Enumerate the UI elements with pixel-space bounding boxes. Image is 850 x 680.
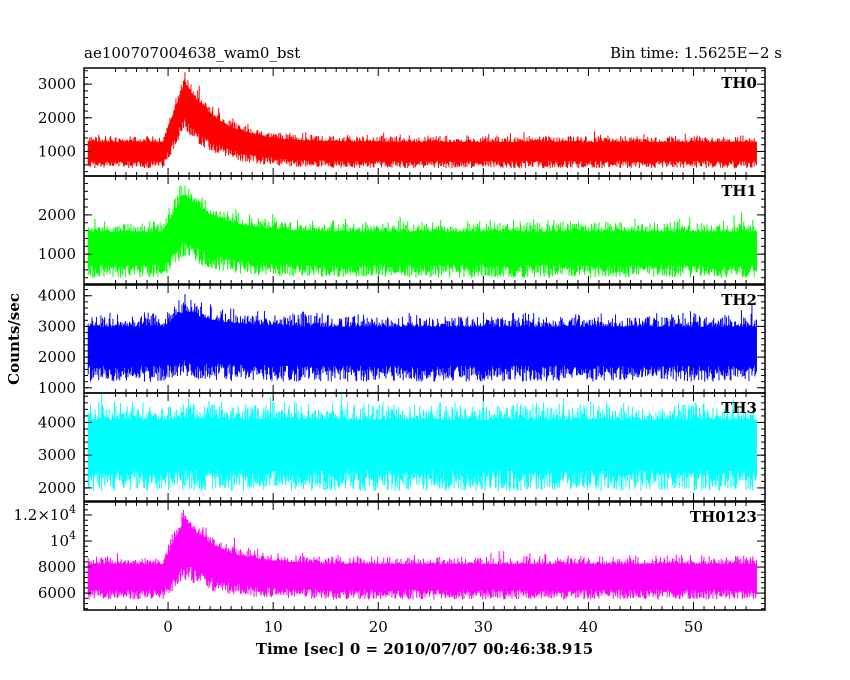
- series-th0-line: [87, 72, 757, 169]
- y-tick-label: 2000: [38, 206, 76, 224]
- x-tick-label: 30: [474, 618, 493, 636]
- y-tick-label: 3000: [38, 75, 76, 93]
- y-tick-label: 4000: [38, 287, 76, 305]
- y-tick-label: 8000: [38, 558, 76, 576]
- panel-label-th1: TH1: [721, 182, 757, 200]
- page-title: ae100707004638_wam0_bst: [84, 44, 301, 62]
- series-th1-line: [87, 185, 757, 278]
- series-th0123-line: [87, 509, 757, 600]
- panel-label-th0: TH0: [721, 74, 757, 92]
- y-tick-label: 3000: [38, 317, 76, 335]
- y-tick-label: 1000: [38, 379, 76, 397]
- series-th2-line: [87, 294, 757, 382]
- x-tick-label: 0: [163, 618, 173, 636]
- panel-frame-th3: [83, 392, 766, 502]
- y-tick-label: 6000: [38, 584, 76, 602]
- x-tick-label: 50: [684, 618, 703, 636]
- y-tick-label: 3000: [38, 446, 76, 464]
- y-tick-label: 4000: [38, 413, 76, 431]
- y-tick-label: 104: [50, 529, 76, 550]
- panel-label-th2: TH2: [721, 291, 757, 309]
- x-axis-label: Time [sec] 0 = 2010/07/07 00:46:38.915: [256, 640, 593, 658]
- x-tick-label: 20: [369, 618, 388, 636]
- y-axis-label: Counts/sec: [5, 293, 23, 385]
- panel-label-th0123: TH0123: [690, 508, 757, 526]
- y-tick-label: 1.2×104: [13, 503, 76, 524]
- y-tick-label: 2000: [38, 109, 76, 127]
- panel-frame-th1: [83, 175, 766, 285]
- x-tick-label: 10: [264, 618, 283, 636]
- y-tick-label: 1000: [38, 245, 76, 263]
- x-tick-label: 40: [579, 618, 598, 636]
- bin-time-label: Bin time: 1.5625E−2 s: [609, 44, 782, 62]
- panel-frame-th0123: [83, 501, 766, 611]
- series-th3-line: [87, 393, 757, 492]
- y-tick-label: 2000: [38, 348, 76, 366]
- y-tick-label: 2000: [38, 479, 76, 497]
- y-tick-label: 1000: [38, 142, 76, 160]
- panel-label-th3: TH3: [721, 399, 757, 417]
